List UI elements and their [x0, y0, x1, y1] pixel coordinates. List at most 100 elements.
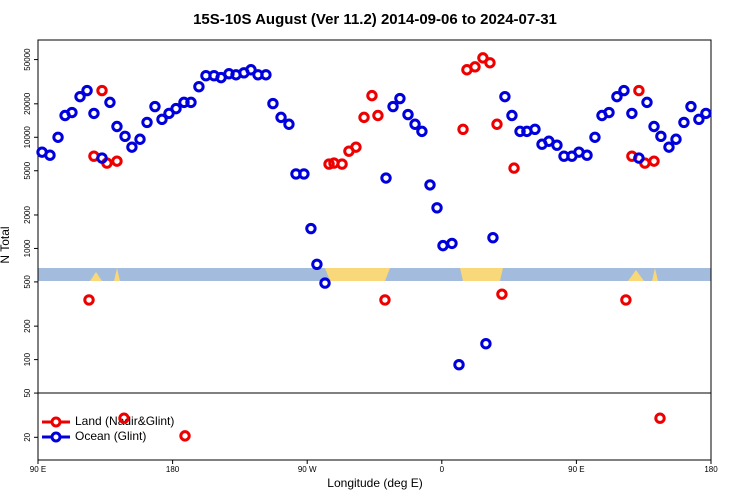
y-tick-label: 5000	[23, 161, 32, 179]
point	[267, 97, 279, 110]
x-tick-label: 0	[440, 465, 445, 474]
point	[496, 288, 508, 300]
point	[508, 162, 520, 174]
y-tick-label: 100	[23, 352, 32, 366]
point	[446, 237, 458, 250]
point	[491, 118, 503, 130]
y-tick-label: 2000	[23, 206, 32, 224]
point	[260, 69, 272, 81]
point	[134, 133, 146, 145]
y-tick-label: 50000	[23, 48, 32, 71]
point	[170, 102, 182, 115]
point	[323, 158, 335, 170]
point	[119, 130, 131, 143]
point	[141, 116, 153, 129]
y-tick-label: 1000	[23, 239, 32, 257]
point	[484, 57, 496, 69]
point	[81, 84, 93, 97]
point	[104, 96, 116, 109]
legend: Land (Nadir&Glint) Ocean (Glint)	[42, 414, 174, 443]
point	[480, 338, 492, 350]
point	[283, 118, 295, 130]
point	[358, 111, 370, 124]
legend-marker	[50, 416, 62, 428]
point	[275, 111, 287, 124]
point	[603, 106, 615, 119]
y-tick-label: 20	[23, 432, 32, 441]
point	[409, 118, 421, 130]
point	[487, 231, 499, 244]
point	[336, 158, 348, 170]
point	[149, 100, 161, 113]
point	[655, 130, 667, 143]
x-tick-label: 180	[166, 465, 180, 474]
point	[437, 239, 449, 252]
legend-label: Ocean (Glint)	[75, 429, 146, 443]
point	[648, 155, 660, 167]
chart-title: 15S-10S August (Ver 11.2) 2014-09-06 to …	[193, 11, 557, 28]
point	[111, 155, 123, 167]
point	[96, 152, 108, 164]
point	[678, 116, 690, 129]
point	[620, 294, 632, 306]
point	[693, 113, 705, 126]
point	[394, 92, 406, 105]
surface-strip	[38, 268, 711, 281]
point	[589, 131, 601, 143]
point	[529, 123, 541, 135]
point	[654, 412, 666, 424]
y-axis-label: N Total	[0, 226, 12, 263]
point	[499, 90, 511, 103]
y-tick-label: 20000	[23, 92, 32, 115]
point	[44, 149, 56, 161]
point	[298, 168, 310, 180]
point	[319, 277, 331, 289]
point	[700, 107, 712, 120]
point	[431, 202, 443, 214]
point	[111, 120, 123, 133]
point	[96, 84, 108, 97]
point	[118, 412, 130, 424]
point	[633, 152, 645, 164]
point	[453, 358, 465, 371]
point	[372, 109, 384, 122]
point	[193, 81, 205, 93]
point	[685, 100, 697, 113]
point	[506, 109, 518, 122]
x-tick-label: 90 W	[298, 465, 317, 474]
point	[83, 294, 95, 306]
point	[179, 430, 191, 442]
point	[581, 149, 593, 161]
point	[611, 90, 623, 103]
y-tick-label: 500	[23, 275, 32, 289]
point	[66, 106, 78, 119]
x-tick-label: 90 E	[568, 465, 584, 474]
point	[457, 123, 469, 135]
legend-marker	[50, 431, 62, 443]
point	[387, 100, 399, 113]
point	[626, 107, 638, 120]
y-tick-label: 200	[23, 319, 32, 333]
y-tick-label: 10000	[23, 126, 32, 149]
point	[670, 133, 682, 145]
point	[469, 61, 481, 73]
x-tick-label: 90 E	[30, 465, 46, 474]
point	[185, 96, 197, 109]
point	[366, 89, 378, 102]
point	[52, 131, 64, 143]
point	[350, 141, 362, 153]
point	[74, 90, 86, 103]
point	[311, 258, 323, 271]
point	[633, 84, 645, 97]
point	[402, 108, 414, 121]
point	[514, 125, 526, 138]
point	[126, 141, 138, 153]
point	[648, 120, 660, 133]
point	[88, 107, 100, 120]
plot-frame	[37, 39, 712, 461]
point	[305, 222, 317, 235]
y-tick-label: 50	[23, 388, 32, 397]
x-axis-label: Longitude (deg E)	[327, 476, 422, 490]
point	[379, 294, 391, 306]
